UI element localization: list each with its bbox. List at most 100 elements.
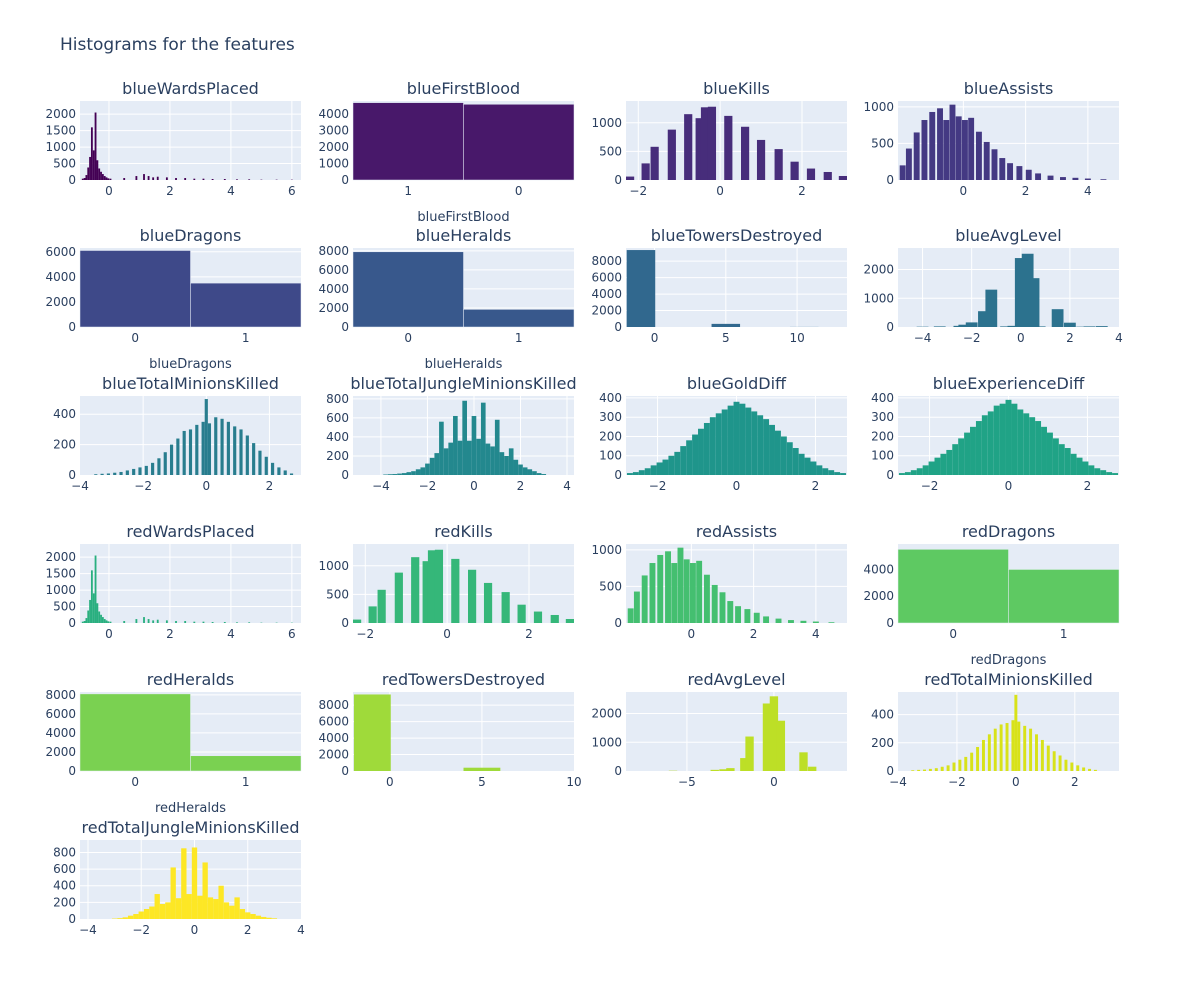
histogram-bar — [101, 617, 104, 623]
histogram-bar — [387, 474, 393, 475]
histogram-bar — [1016, 166, 1023, 180]
histogram-bar — [186, 894, 192, 919]
histogram-bar — [955, 116, 962, 180]
y-tick-label: 2000 — [318, 748, 349, 762]
x-tick-label: 1 — [242, 775, 250, 789]
figure-title: Histograms for the features — [60, 35, 295, 55]
subplot-blueFirstBlood: 0 1000 2000 3000 4000 blueFirstBlood 1 0 blueFir… — [318, 79, 575, 225]
histogram-bar — [463, 104, 575, 181]
histogram-bar — [125, 470, 129, 475]
histogram-bar — [207, 423, 212, 475]
y-tick-label: 200 — [871, 736, 894, 750]
histogram-bar — [965, 322, 978, 327]
histogram-bar — [696, 560, 703, 623]
histogram-bar — [626, 176, 635, 180]
histogram-bar — [733, 401, 740, 475]
y-tick-label: 2000 — [591, 707, 622, 721]
y-tick-label: 6000 — [45, 245, 76, 259]
histogram-bar — [394, 572, 403, 623]
histogram-bar — [946, 765, 950, 771]
histogram-bar — [698, 428, 704, 475]
histogram-bar — [463, 309, 575, 328]
histogram-bar — [999, 403, 1006, 475]
histogram-bar — [233, 426, 237, 475]
histogram-bar — [993, 728, 997, 771]
histogram-bar — [193, 621, 196, 623]
y-tick-label: 400 — [53, 407, 76, 421]
y-tick-label: 1000 — [45, 583, 76, 597]
histogram-bar — [439, 421, 444, 475]
histogram-bar — [236, 622, 238, 623]
subplot-redAssists: 0 500 1000 redAssists 0 2 4 — [591, 522, 847, 641]
histogram-bar — [107, 178, 110, 180]
histogram-bar — [709, 417, 716, 475]
histogram-bar — [411, 557, 420, 623]
histogram-bar — [122, 917, 128, 919]
histogram-bar — [448, 442, 454, 475]
x-tick-label: 0 — [716, 184, 724, 198]
plot-area — [353, 544, 574, 623]
histogram-bar — [105, 620, 108, 623]
histogram-bar — [626, 473, 633, 475]
histogram-bar — [85, 618, 88, 623]
histogram-bar — [504, 455, 509, 475]
histogram-bar — [422, 561, 431, 623]
histogram-bar — [401, 473, 407, 475]
histogram-bar — [100, 171, 102, 180]
histogram-bar — [252, 443, 256, 475]
histogram-bar — [719, 592, 726, 623]
y-tick-label: 3000 — [318, 124, 349, 138]
x-tick-label: 2 — [525, 627, 533, 641]
histogram-bar — [368, 606, 377, 623]
histogram-bar — [1100, 179, 1107, 180]
y-tick-label: 6000 — [591, 271, 622, 285]
subplot-blueGoldDiff: 0 100 200 300 400 blueGoldDiff −2 0 2 — [599, 374, 847, 493]
x-tick-label: 10 — [566, 775, 581, 789]
histogram-bar — [810, 461, 817, 475]
histogram-bar — [711, 584, 718, 623]
y-tick-label: 8000 — [45, 688, 76, 702]
histogram-bar — [223, 902, 230, 919]
histogram-bar — [218, 885, 224, 919]
y-tick-label: 400 — [326, 430, 349, 444]
histogram-bar — [550, 614, 559, 623]
y-tick-label: 1000 — [318, 559, 349, 573]
x-tick-label: 1 — [515, 331, 523, 345]
histogram-bar — [261, 916, 267, 919]
histogram-bar — [952, 444, 959, 475]
histogram-bar — [176, 438, 180, 475]
histogram-bar — [490, 446, 495, 475]
histogram-bar — [157, 458, 161, 475]
histogram-bar — [188, 429, 193, 475]
histogram-bar — [804, 457, 811, 475]
histogram-bar — [143, 174, 145, 180]
histogram-bar — [987, 734, 991, 771]
y-tick-label: 4000 — [318, 731, 349, 745]
histogram-bar — [392, 474, 398, 475]
x-tick-label: 2 — [244, 923, 252, 937]
x-tick-label: 0 — [202, 479, 210, 493]
histogram-bar — [774, 149, 783, 180]
y-tick-label: 1000 — [863, 291, 894, 305]
y-tick-label: 500 — [53, 157, 76, 171]
histogram-bar — [1060, 177, 1066, 180]
histogram-bar — [184, 621, 187, 623]
histogram-bar — [1046, 432, 1053, 475]
histogram-bar — [92, 593, 95, 623]
y-tick-label: 2000 — [863, 263, 894, 277]
histogram-bar — [923, 769, 926, 771]
histogram-bar — [277, 467, 281, 475]
histogram-bar — [735, 606, 742, 623]
subplot-blueTotalMinionsKilled: 0 200 400 blueTotalMinionsKilled −4 −2 0 2 — [53, 374, 301, 493]
histogram-bar — [229, 905, 235, 919]
histogram-bar — [165, 902, 171, 919]
histogram-bar — [434, 549, 444, 623]
histogram-bar — [726, 768, 735, 771]
histogram-bar — [910, 470, 917, 475]
histogram-bar — [103, 176, 106, 180]
y-tick-label: 2000 — [45, 745, 76, 759]
subplot-redWardsPlaced: 0 500 1000 1500 2000 redWardsPlaced 0 2 4 6 — [45, 522, 301, 641]
histogram-bar — [1041, 426, 1047, 475]
histogram-bar — [790, 161, 799, 180]
